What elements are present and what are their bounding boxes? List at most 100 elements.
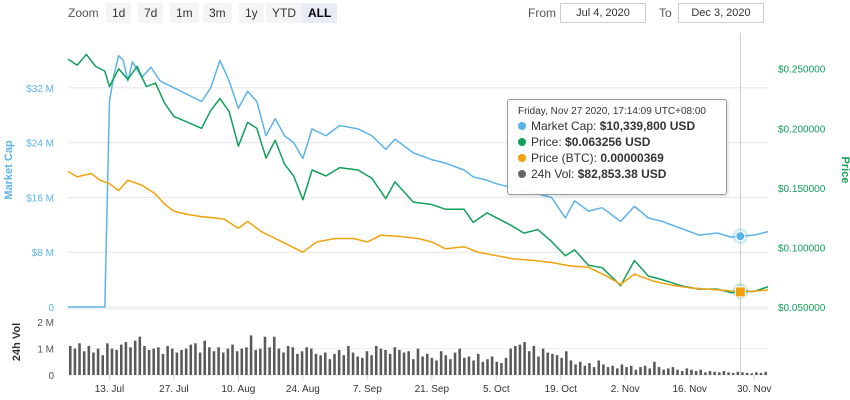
tooltip-label: 24h Vol: [531, 167, 578, 181]
volume-bar [667, 368, 670, 375]
volume-bar [699, 369, 703, 375]
volume-bar [704, 372, 707, 375]
volume-bar [578, 361, 582, 375]
circle-icon [518, 154, 526, 162]
zoom-1m-button[interactable]: 1m [170, 3, 199, 23]
volume-bar [407, 351, 410, 375]
volume-bar [286, 345, 290, 375]
zoom-3m-button[interactable]: 3m [203, 3, 232, 23]
volume-bar [509, 348, 512, 375]
to-date-input[interactable] [678, 3, 764, 23]
tooltip-value: $10,339,800 USD [599, 119, 696, 133]
tooltip-value: $0.063256 USD [565, 135, 651, 149]
volume-bar [96, 348, 100, 375]
from-label: From [528, 6, 556, 20]
volume-bar [731, 372, 735, 375]
volume-bar [347, 345, 350, 375]
tooltip-row-market-cap: Market Cap: $10,339,800 USD [518, 119, 726, 134]
volume-bar [337, 349, 341, 375]
volume-bar [245, 347, 248, 375]
x-tick-label: 24. Aug [286, 384, 320, 395]
volume-bar [713, 371, 716, 375]
volume-bar [439, 351, 443, 375]
volume-bar [435, 360, 438, 375]
volume-bar [546, 352, 550, 375]
volume-bar [208, 347, 211, 375]
price-line [67, 53, 769, 294]
volume-bar [69, 345, 72, 375]
volume-bar [374, 345, 378, 375]
volume-bar [263, 336, 267, 375]
volume-bar [495, 361, 499, 375]
volume-bar [87, 345, 91, 375]
volume-bar [370, 355, 373, 375]
volume-bar [310, 348, 313, 375]
volume-bar [444, 355, 448, 375]
volume-bar [416, 348, 420, 375]
volume-bar [458, 348, 461, 375]
volume-bar [463, 357, 466, 375]
zoom-7d-button[interactable]: 7d [138, 3, 164, 23]
tooltip-row-price: Price: $0.063256 USD [518, 135, 726, 150]
volume-bar [453, 352, 457, 375]
volume-bar [616, 368, 619, 375]
volume-bar [231, 344, 234, 375]
volume-bar [268, 347, 271, 375]
x-tick-label: 21. Sep [415, 384, 450, 395]
volume-bar [73, 348, 77, 375]
volume-bar [634, 369, 638, 375]
volume-bar [106, 343, 109, 375]
volume-bar [319, 355, 322, 375]
volume-bar [639, 367, 642, 375]
volume-bar [198, 352, 202, 375]
volume-bar [152, 348, 155, 375]
volume-bar [119, 344, 123, 375]
volume-bar [393, 347, 397, 375]
tooltip-value: $82,853.38 USD [577, 167, 667, 181]
volume-bar [92, 352, 95, 375]
zoom-ytd-button[interactable]: YTD [266, 3, 302, 23]
volume-bar [685, 368, 689, 375]
volume-bar [759, 372, 763, 375]
circle-icon [518, 138, 526, 146]
volume-bar [527, 351, 531, 375]
volume-bar [259, 348, 262, 375]
volume-bar [189, 344, 193, 375]
volume-bar [412, 359, 415, 375]
volume-bar [147, 349, 151, 375]
to-label: To [659, 6, 672, 20]
volume-bar [282, 352, 285, 375]
volume-bar [342, 355, 346, 375]
volume-bar [741, 372, 744, 375]
right-axis-tick-label: $0.250000 [778, 65, 826, 76]
volume-bar [764, 371, 767, 375]
volume-bar [481, 361, 485, 375]
volume-bar [194, 343, 197, 375]
volume-bar [333, 353, 336, 375]
tooltip-date: Friday, Nov 27 2020, 17:14:09 UTC+08:00 [518, 106, 706, 117]
zoom-1y-button[interactable]: 1y [239, 3, 264, 23]
volume-bar [365, 351, 369, 375]
volume-bar [101, 355, 104, 375]
volume-bar [82, 351, 86, 375]
from-date-input[interactable] [560, 3, 646, 23]
volume-bar [402, 352, 406, 375]
tooltip-row-volume: 24h Vol: $82,853.38 USD [518, 167, 726, 182]
left-axis-title: Market Cap [3, 140, 15, 200]
volume-bar [690, 369, 693, 375]
volume-bar [718, 372, 721, 375]
volume-bar [472, 360, 475, 375]
volume-bar [254, 349, 257, 375]
volume-bar [133, 340, 137, 375]
volume-axis-tick-label: 1 M [37, 345, 54, 356]
circle-icon [518, 122, 526, 130]
volume-bar [314, 353, 318, 375]
volume-bar [110, 348, 114, 375]
zoom-all-button[interactable]: ALL [302, 3, 338, 23]
x-tick-label: 5. Oct [483, 384, 510, 395]
volume-bar [565, 351, 568, 375]
zoom-1d-button[interactable]: 1d [106, 3, 132, 23]
volume-bar [648, 368, 652, 375]
